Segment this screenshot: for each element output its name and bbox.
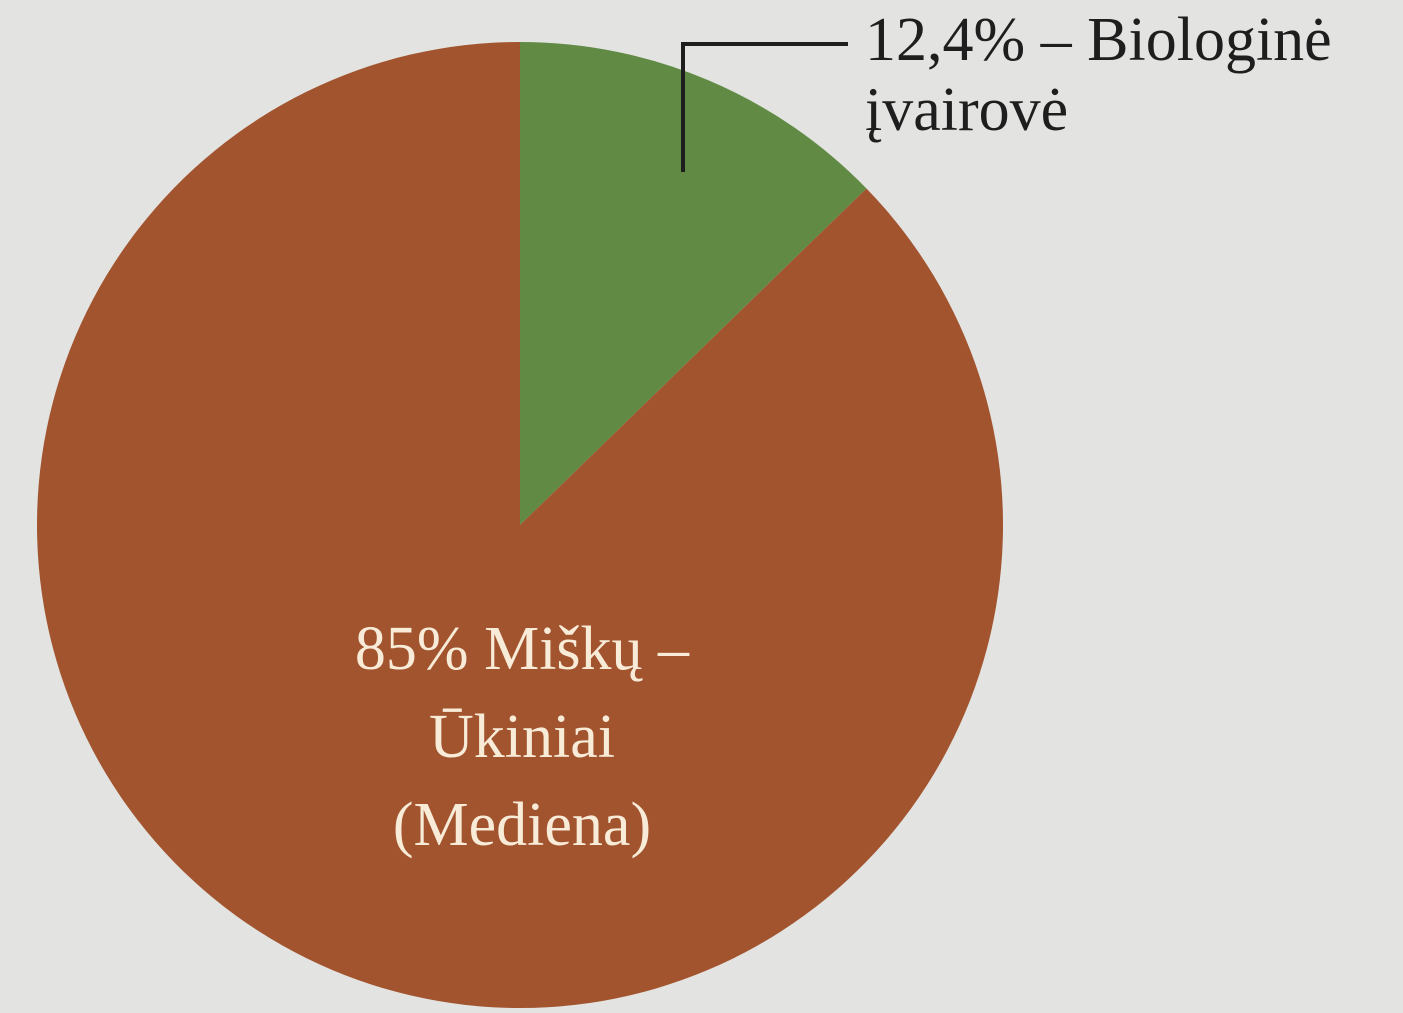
slice-label: 12,4% – Biologinė — [865, 6, 1332, 74]
slice-label: įvairovė — [865, 76, 1068, 144]
slice-label: (Mediena) — [393, 791, 651, 859]
slice-label: 85% Miškų – — [355, 615, 690, 683]
slice-label: Ūkiniai — [429, 703, 615, 771]
pie-slice — [37, 42, 1003, 1008]
pie-slice — [520, 42, 867, 525]
leader-line — [681, 42, 848, 172]
